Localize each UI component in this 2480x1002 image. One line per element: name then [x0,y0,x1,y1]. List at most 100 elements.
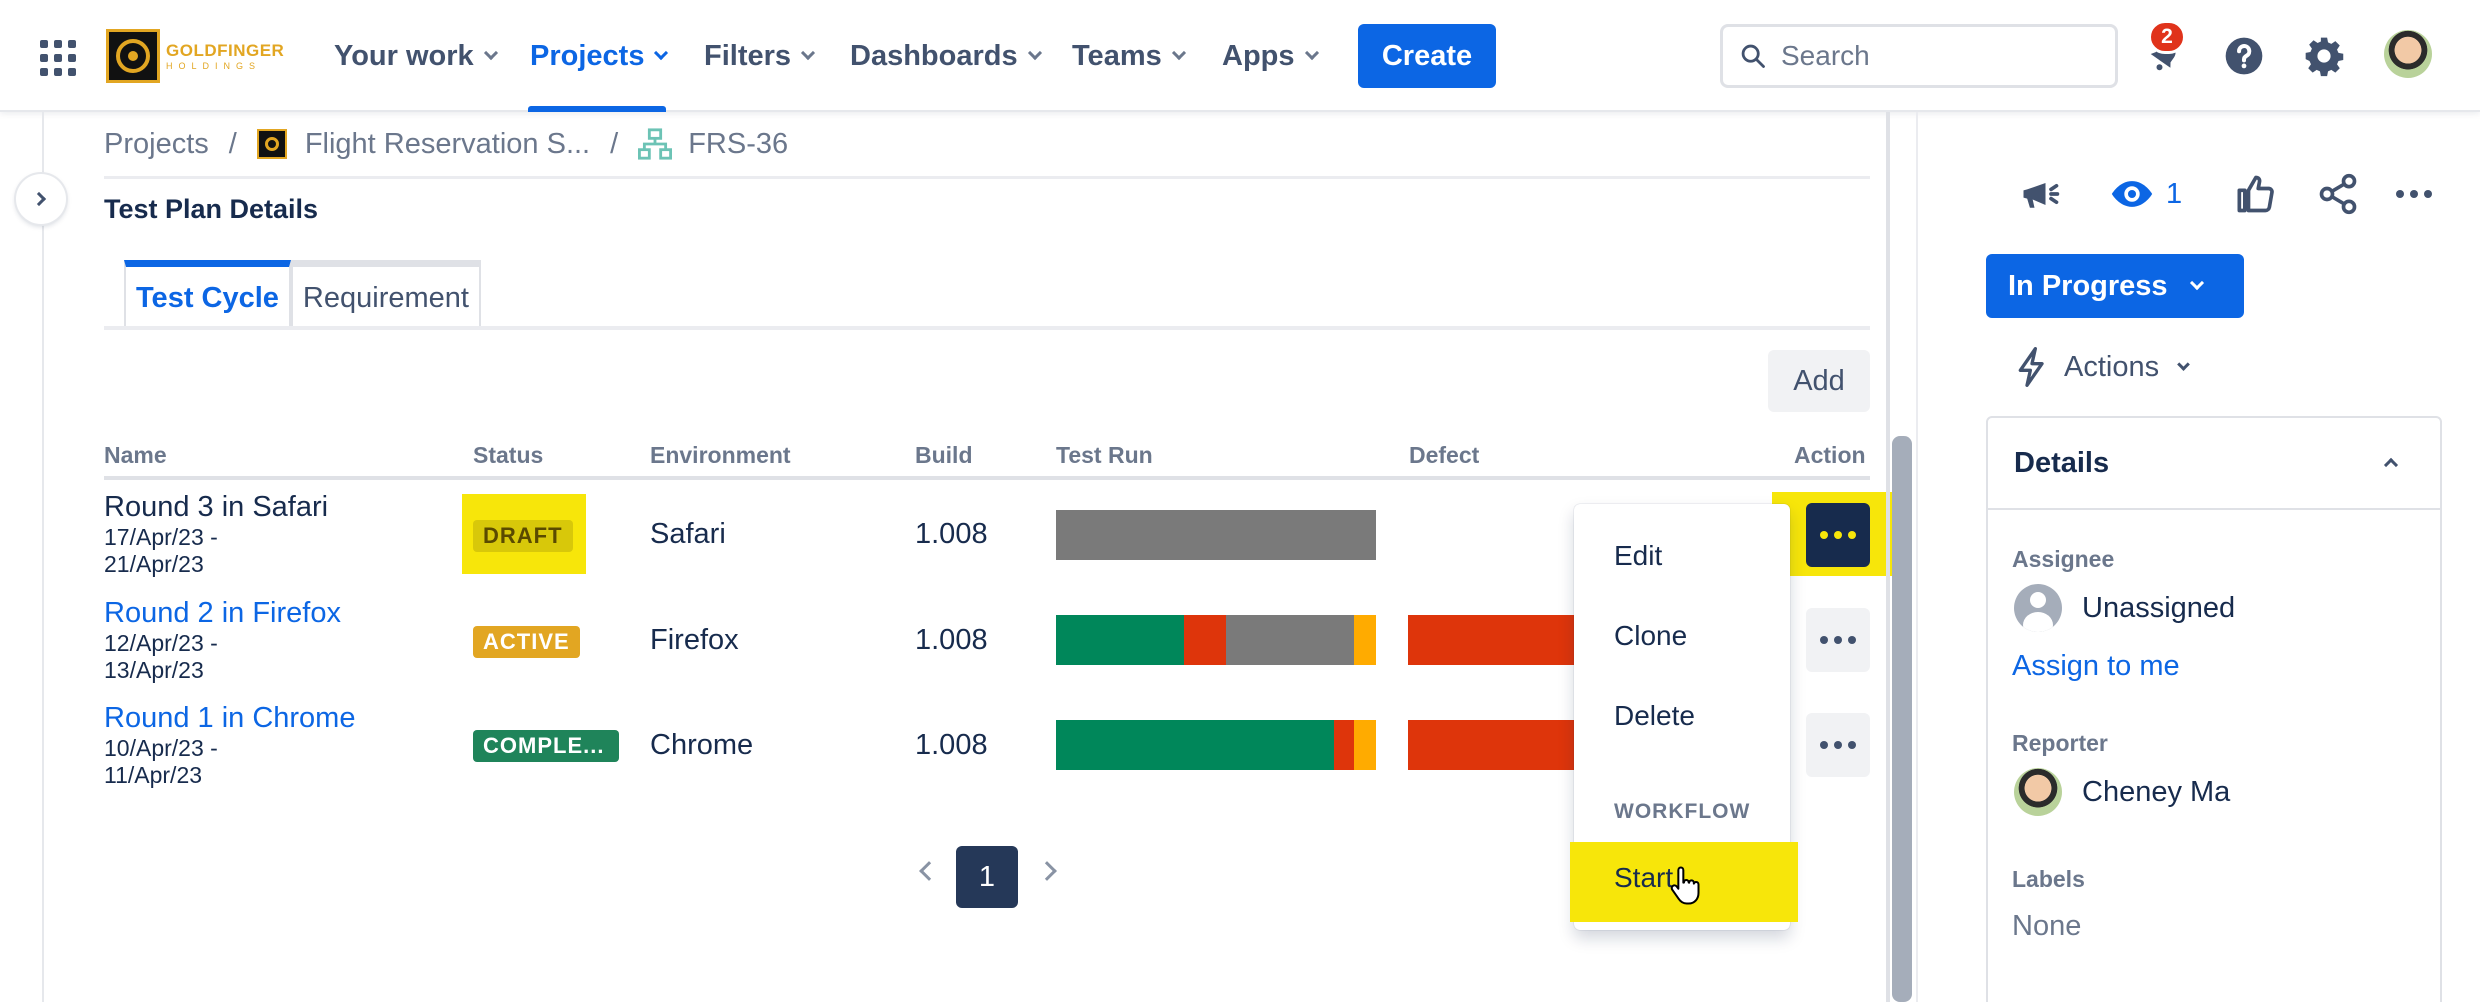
cycle-date-end: 21/Apr/23 [104,551,204,577]
tab-bar: Test Cycle Requirement [124,260,481,330]
breadcrumb: Projects / Flight Reservation S... / FRS… [104,124,788,164]
column-header-build: Build [915,442,973,468]
assignee-value: Unassigned [2082,591,2236,624]
company-logo[interactable]: GOLDFINGER HOLDINGS [106,28,292,84]
logo-text-line1: GOLDFINGER [166,40,285,60]
segment-passed [1056,615,1184,665]
reporter-field[interactable]: Cheney Ma [2014,768,2230,816]
create-button[interactable]: Create [1358,24,1496,88]
reporter-avatar [2014,768,2062,816]
breadcrumb-issue-key[interactable]: FRS-36 [688,127,789,160]
more-icon [1820,741,1856,749]
more-icon [1820,531,1856,539]
user-avatar[interactable] [2384,30,2432,78]
nav-teams[interactable]: Teams [1072,36,1186,76]
tab-divider [104,326,1870,330]
status-badge: ACTIVE [473,626,580,658]
column-header-environment: Environment [650,442,791,468]
page-number-current[interactable]: 1 [956,846,1018,908]
scrollbar-track [1886,112,1890,1002]
chevron-right-icon[interactable] [1037,861,1057,881]
cycle-name: Round 3 in Safari [104,491,329,523]
expand-sidebar-button[interactable] [16,174,66,224]
active-nav-indicator [528,106,666,112]
labels-value[interactable]: None [2012,910,2082,942]
assignee-field[interactable]: Unassigned [2014,584,2235,632]
settings-button[interactable] [2296,28,2352,84]
cycle-date-start: 17/Apr/23 - [104,524,218,550]
column-header-status: Status [473,442,544,468]
cycle-date-end: 13/Apr/23 [104,657,204,683]
chevron-down-icon [1304,45,1319,61]
build-cell: 1.008 [915,624,988,656]
chevron-down-icon [800,45,816,61]
cycle-name-link[interactable]: Round 1 in Chrome [104,702,356,734]
vote-button[interactable] [2232,166,2276,222]
menu-section-heading: WORKFLOW [1614,800,1751,823]
help-icon [2225,37,2263,75]
status-label: In Progress [2008,269,2168,302]
lightning-icon [2018,347,2044,387]
hand-pointer-icon [1670,866,1700,905]
gear-icon [2305,37,2344,77]
segment-unexecuted [1056,510,1376,560]
scrollbar-thumb[interactable] [1892,436,1912,1002]
table-row-name: Round 3 in Safari 17/Apr/23 - 21/Apr/23 [104,490,328,578]
megaphone-icon [2023,183,2060,208]
search-input[interactable] [1781,40,2101,72]
feedback-button[interactable] [2018,166,2062,222]
left-sidebar-collapsed [0,112,44,1002]
breadcrumb-project[interactable]: Flight Reservation S... [304,127,591,160]
breadcrumb-projects[interactable]: Projects [104,127,209,160]
search-field[interactable] [1720,24,2118,88]
cycle-date-start: 12/Apr/23 - [104,630,218,656]
row-actions-button[interactable] [1806,713,1870,777]
nav-filters[interactable]: Filters [704,36,816,76]
share-button[interactable] [2316,166,2360,222]
more-options-button[interactable] [2396,166,2432,222]
menu-item-start[interactable]: Start [1614,862,1674,893]
defect-bar [1408,720,1574,770]
test-run-bar [1056,720,1376,770]
menu-item-clone[interactable]: Clone [1614,620,1688,651]
actions-menu-button[interactable]: Actions [2014,346,2190,388]
details-title: Details [2014,446,2110,479]
row-actions-button-active[interactable] [1806,503,1870,567]
chevron-left-icon[interactable] [919,861,939,881]
column-header-defect: Defect [1409,442,1480,468]
assignee-label: Assignee [2012,546,2115,572]
nav-apps[interactable]: Apps [1222,36,1319,76]
header-divider [104,476,1870,480]
chevron-down-icon [2177,357,2190,371]
nav-your-work[interactable]: Your work [334,36,498,76]
watch-button[interactable]: 1 [2110,166,2182,222]
cycle-name-link[interactable]: Round 2 in Firefox [104,597,341,629]
menu-item-edit[interactable]: Edit [1614,540,1663,571]
row-actions-button[interactable] [1806,608,1870,672]
menu-item-delete[interactable]: Delete [1614,700,1695,731]
help-button[interactable] [2216,28,2272,84]
app-switcher-icon[interactable] [40,40,76,76]
segment-passed [1056,720,1335,770]
hierarchy-issue-icon [638,128,673,160]
tab-requirement[interactable]: Requirement [290,260,481,330]
logo-text-line2: HOLDINGS [166,60,262,71]
assign-to-me-link[interactable]: Assign to me [2012,650,2180,682]
nav-dashboards[interactable]: Dashboards [850,36,1042,76]
logo-mark-icon [106,29,160,83]
project-icon [256,129,287,159]
segment-blocked [1353,720,1376,770]
chevron-down-icon [1171,45,1186,61]
chevron-right-icon [31,191,47,207]
nav-projects[interactable]: Projects [530,36,669,76]
actions-label: Actions [2064,350,2160,383]
details-header[interactable]: Details [1988,418,2440,510]
tab-test-cycle[interactable]: Test Cycle [124,260,291,330]
cycle-date-end: 11/Apr/23 [104,762,203,788]
breadcrumb-separator: / [228,127,237,160]
add-button[interactable]: Add [1768,350,1870,412]
environment-cell: Safari [650,518,726,550]
table-row-name: Round 2 in Firefox 12/Apr/23 - 13/Apr/23 [104,596,341,684]
status-transition-button[interactable]: In Progress [1986,254,2244,318]
environment-cell: Firefox [650,624,739,656]
